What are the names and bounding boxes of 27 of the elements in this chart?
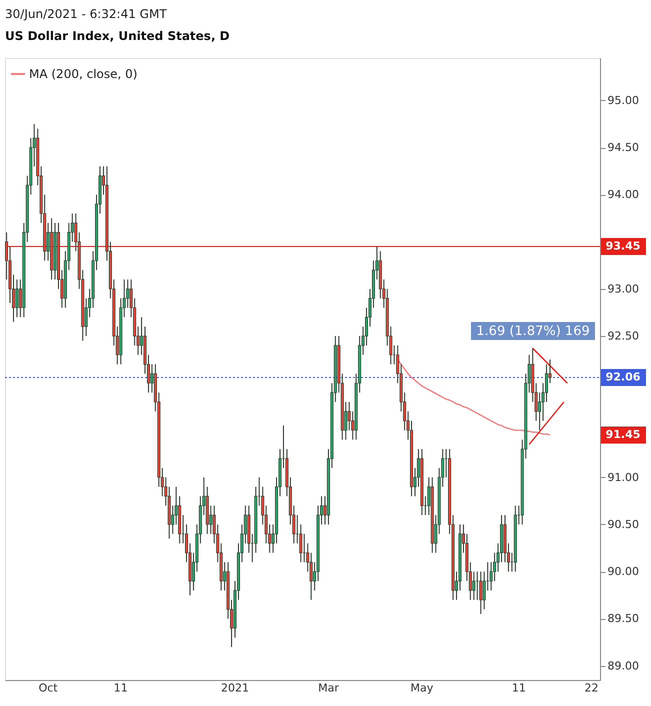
candlestick: [472, 571, 476, 600]
x-tick-label: Mar: [318, 682, 340, 694]
x-tick-label: 2021: [221, 682, 250, 694]
y-tick-label: 93.00: [608, 282, 639, 296]
y-tick-label: 89.00: [608, 659, 639, 672]
y-tick-label: 90.50: [608, 518, 639, 531]
chart-title: US Dollar Index, United States, D: [5, 29, 230, 43]
ref-line-label: 92.06: [606, 370, 641, 384]
x-tick-label: 22: [584, 682, 599, 694]
y-tick-label: 94.50: [608, 141, 639, 154]
y-tick-label: 89.50: [608, 612, 639, 626]
y-tick-label: 91.00: [608, 470, 639, 484]
x-tick-label: Oct: [38, 682, 58, 694]
ref-line-label: 93.45: [606, 239, 640, 252]
text: 91.45: [606, 428, 640, 441]
x-tick-label: 11: [114, 682, 128, 694]
legend-label: MA (200, close, 0): [29, 67, 138, 81]
candlestick: [479, 571, 482, 615]
x-tick-label: 11: [512, 682, 526, 694]
y-tick-label: 90.00: [608, 565, 639, 578]
x-tick-label: May: [410, 682, 434, 694]
y-tick-label: 92.50: [608, 330, 639, 343]
candlestick: [15, 278, 18, 318]
annotation: 1.69 (1.87%) 169: [476, 324, 590, 339]
y-tick-label: 94.00: [608, 188, 639, 202]
chart-subtitle: 30/Jun/2021 - 6:32:41 GMT: [5, 7, 168, 21]
y-tick-label: 95.00: [608, 94, 639, 107]
